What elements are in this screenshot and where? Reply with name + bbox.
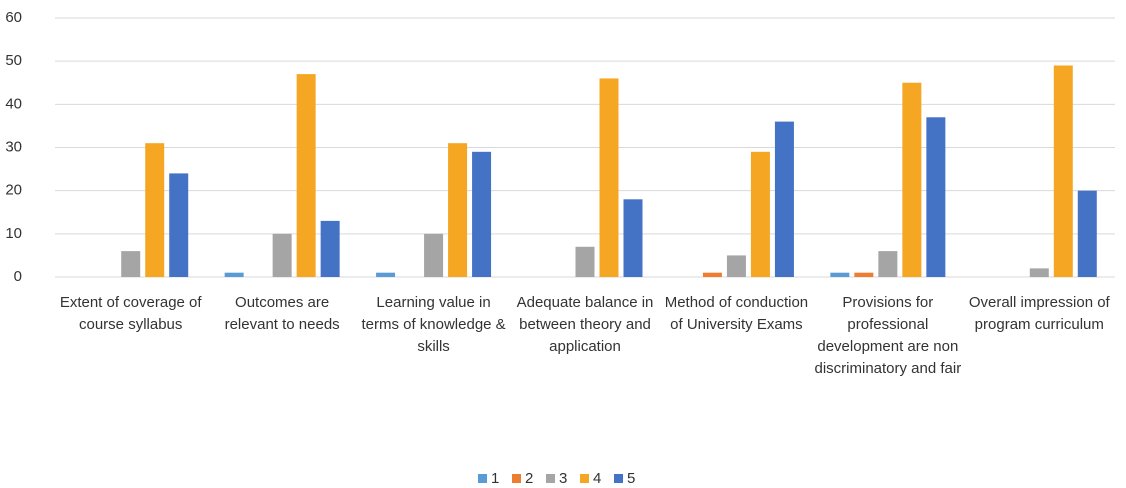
legend-label: 2	[525, 470, 533, 487]
bar	[575, 246, 595, 277]
bar	[472, 151, 492, 277]
legend-swatch	[614, 474, 623, 483]
legend-label: 1	[491, 470, 499, 487]
legend-swatch	[512, 474, 521, 483]
bar	[726, 255, 746, 277]
x-tick-label: Outcomes are relevant to needs	[224, 294, 340, 333]
bar	[121, 251, 141, 277]
x-tick-label: Adequate balance in between theory and a…	[516, 294, 654, 355]
bar	[424, 233, 444, 277]
bar	[702, 272, 722, 277]
legend-label: 5	[627, 470, 635, 487]
bar	[854, 272, 874, 277]
legend-label: 3	[559, 470, 567, 487]
x-tick-label: Method of conduction of University Exams	[664, 294, 809, 333]
bar	[623, 199, 643, 277]
legend-swatch	[478, 474, 487, 483]
y-tick-label: 50	[5, 52, 22, 69]
bar	[750, 151, 770, 277]
legend-swatch	[580, 474, 589, 483]
x-tick-label: Provisions for professional development …	[814, 294, 962, 377]
y-tick-label: 0	[14, 268, 22, 285]
y-tick-label: 10	[5, 225, 22, 242]
y-tick-label: 60	[5, 9, 22, 26]
bar	[320, 220, 340, 277]
bar	[599, 78, 619, 277]
y-tick-label: 20	[5, 182, 22, 199]
bar	[1053, 65, 1073, 277]
bar	[878, 251, 898, 277]
bar	[830, 272, 850, 277]
bar	[1077, 190, 1097, 277]
bar	[1029, 268, 1049, 277]
x-tick-label: Extent of coverage of course syllabus	[59, 294, 202, 333]
legend-label: 4	[593, 470, 601, 487]
x-tick-label: Learning value in terms of knowledge & s…	[361, 294, 506, 355]
bar	[145, 143, 165, 277]
bar	[169, 173, 189, 277]
y-tick-label: 40	[5, 95, 22, 112]
x-tick-label: Overall impression of program curriculum	[968, 294, 1110, 333]
legend-swatch	[546, 474, 555, 483]
bar	[902, 82, 922, 277]
bar	[926, 117, 946, 278]
bar	[376, 272, 396, 277]
bar	[224, 272, 244, 277]
bar	[296, 74, 316, 277]
bar	[272, 233, 292, 277]
bar	[774, 121, 794, 277]
bar	[448, 143, 468, 277]
y-tick-label: 30	[5, 138, 22, 155]
